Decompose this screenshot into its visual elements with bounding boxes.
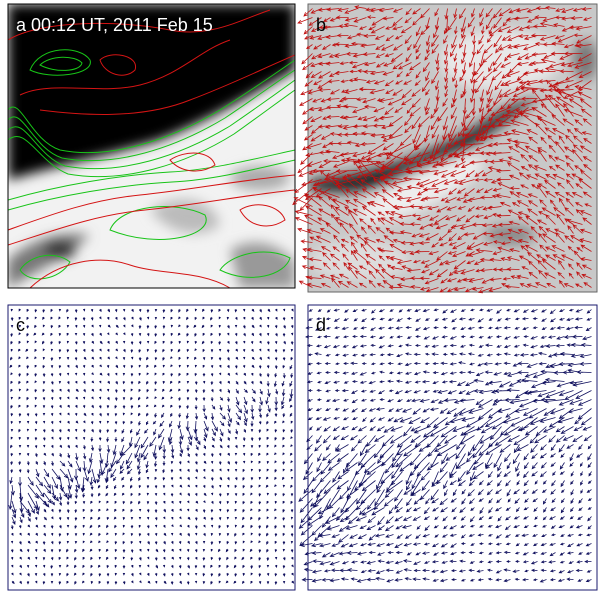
panel-frame bbox=[7, 3, 296, 289]
panel-label: d bbox=[316, 315, 326, 335]
panel-a-image bbox=[8, 4, 295, 288]
panel-frame bbox=[7, 304, 296, 591]
vector-field-d bbox=[298, 308, 592, 583]
panel-label: a 00:12 UT, 2011 Feb 15 bbox=[16, 15, 213, 35]
vector-field-c bbox=[8, 308, 295, 586]
vector-fields bbox=[8, 5, 592, 586]
vector-field-b bbox=[292, 5, 592, 294]
panel-label: b bbox=[316, 15, 326, 35]
panel-frame bbox=[307, 304, 598, 591]
panel-label: c bbox=[16, 315, 25, 335]
